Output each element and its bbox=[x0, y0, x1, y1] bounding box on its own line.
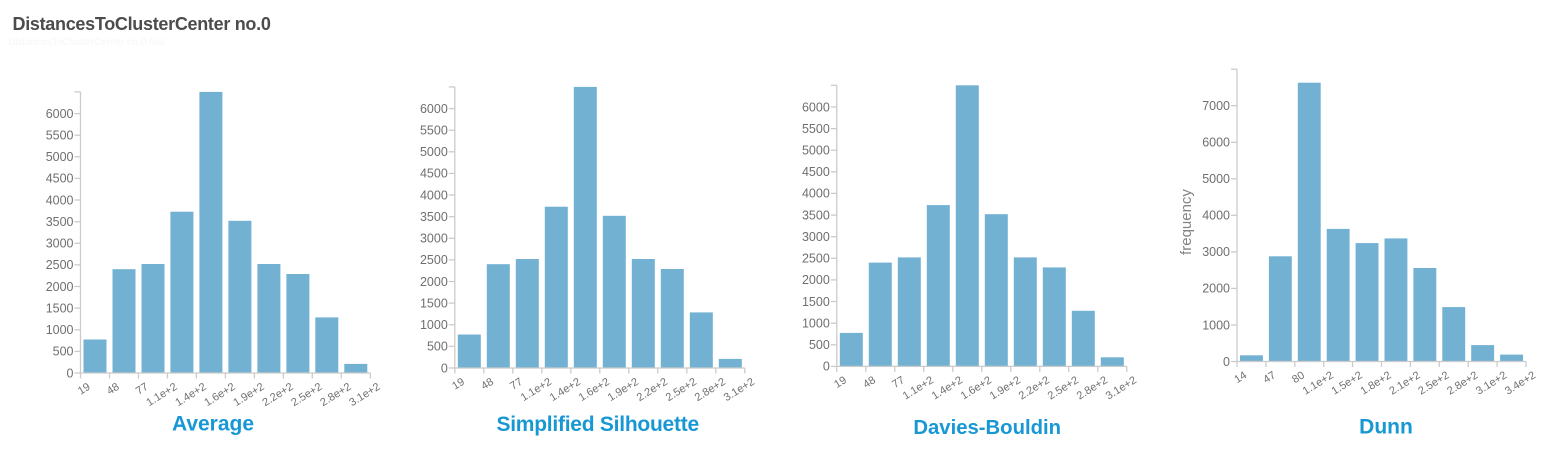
svg-text:5500: 5500 bbox=[420, 124, 448, 138]
svg-text:4000: 4000 bbox=[1202, 209, 1230, 223]
svg-text:3000: 3000 bbox=[46, 237, 74, 251]
svg-text:4500: 4500 bbox=[802, 165, 830, 179]
svg-text:4000: 4000 bbox=[46, 193, 74, 207]
svg-text:4000: 4000 bbox=[802, 187, 830, 201]
svg-text:500: 500 bbox=[427, 340, 448, 354]
svg-text:2500: 2500 bbox=[802, 252, 830, 266]
svg-text:1000: 1000 bbox=[802, 317, 830, 331]
svg-text:0: 0 bbox=[67, 366, 74, 380]
svg-text:6000: 6000 bbox=[420, 102, 448, 116]
svg-text:5000: 5000 bbox=[1202, 172, 1230, 186]
svg-text:48: 48 bbox=[479, 376, 496, 393]
svg-text:47: 47 bbox=[1261, 369, 1278, 386]
svg-text:1500: 1500 bbox=[420, 296, 448, 310]
svg-text:2000: 2000 bbox=[1202, 282, 1230, 296]
svg-text:frequency: frequency bbox=[1178, 189, 1195, 255]
svg-text:3000: 3000 bbox=[420, 232, 448, 246]
svg-text:Davies-Bouldin: Davies-Bouldin bbox=[913, 417, 1061, 439]
svg-text:3500: 3500 bbox=[420, 210, 448, 224]
svg-text:5000: 5000 bbox=[46, 150, 74, 164]
svg-text:0: 0 bbox=[441, 361, 448, 375]
svg-text:3500: 3500 bbox=[46, 215, 74, 229]
svg-text:5500: 5500 bbox=[46, 129, 74, 143]
svg-text:6000: 6000 bbox=[802, 100, 830, 114]
svg-text:2000: 2000 bbox=[802, 273, 830, 287]
svg-text:0: 0 bbox=[823, 360, 830, 374]
svg-text:5500: 5500 bbox=[802, 122, 830, 136]
svg-text:77: 77 bbox=[508, 376, 525, 393]
svg-text:DistancesToClusterCenter no.0: DistancesToClusterCenter no.0 hist bbox=[8, 37, 165, 48]
svg-text:2000: 2000 bbox=[420, 275, 448, 289]
svg-text:2500: 2500 bbox=[420, 253, 448, 267]
svg-text:19: 19 bbox=[450, 376, 467, 393]
svg-text:Simplified Silhouette: Simplified Silhouette bbox=[496, 413, 698, 436]
svg-text:2000: 2000 bbox=[46, 280, 74, 294]
svg-text:48: 48 bbox=[861, 374, 878, 391]
svg-text:Average: Average bbox=[172, 413, 254, 436]
svg-text:6000: 6000 bbox=[46, 107, 74, 121]
svg-text:77: 77 bbox=[890, 374, 907, 391]
svg-text:Dunn: Dunn bbox=[1359, 416, 1413, 439]
svg-text:1000: 1000 bbox=[420, 318, 448, 332]
svg-text:80: 80 bbox=[1290, 369, 1307, 386]
svg-text:1500: 1500 bbox=[46, 301, 74, 315]
svg-text:3500: 3500 bbox=[802, 208, 830, 222]
svg-text:0: 0 bbox=[1223, 355, 1230, 369]
svg-text:7000: 7000 bbox=[1202, 99, 1230, 113]
svg-text:500: 500 bbox=[53, 345, 74, 359]
svg-text:DistancesToClusterCenter no.0: DistancesToClusterCenter no.0 bbox=[13, 14, 271, 34]
svg-text:1000: 1000 bbox=[46, 323, 74, 337]
svg-text:5000: 5000 bbox=[802, 144, 830, 158]
svg-text:14: 14 bbox=[1232, 369, 1249, 386]
svg-text:3000: 3000 bbox=[802, 230, 830, 244]
svg-text:48: 48 bbox=[105, 381, 122, 398]
svg-text:1000: 1000 bbox=[1202, 318, 1230, 332]
svg-text:2500: 2500 bbox=[46, 258, 74, 272]
svg-text:5000: 5000 bbox=[420, 145, 448, 159]
svg-text:4500: 4500 bbox=[46, 172, 74, 186]
svg-text:4000: 4000 bbox=[420, 188, 448, 202]
svg-text:500: 500 bbox=[809, 338, 830, 352]
svg-text:6000: 6000 bbox=[1202, 136, 1230, 150]
svg-text:19: 19 bbox=[832, 374, 849, 391]
svg-text:77: 77 bbox=[134, 381, 151, 398]
svg-text:19: 19 bbox=[76, 381, 93, 398]
svg-text:3000: 3000 bbox=[1202, 245, 1230, 259]
svg-text:4500: 4500 bbox=[420, 167, 448, 181]
svg-text:1500: 1500 bbox=[802, 295, 830, 309]
